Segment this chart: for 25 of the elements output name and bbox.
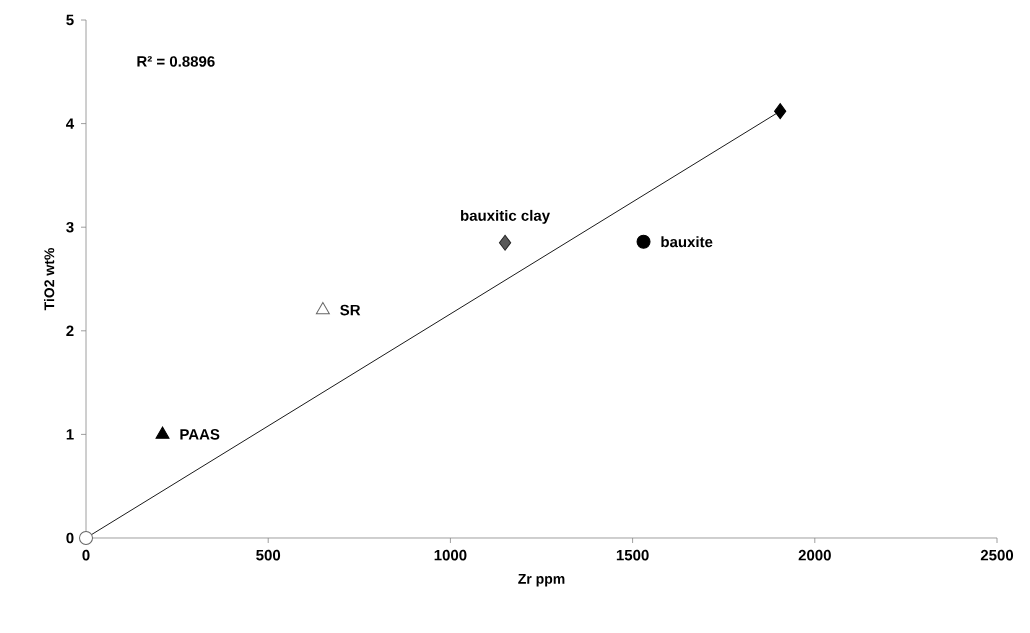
x-tick-label: 500 xyxy=(256,549,281,561)
x-tick-label: 1000 xyxy=(434,549,467,561)
y-tick-label: 5 xyxy=(66,14,74,26)
point xyxy=(498,234,512,251)
point xyxy=(79,531,94,545)
y-tick-label: 4 xyxy=(66,118,75,129)
series-label: SR xyxy=(340,304,361,316)
y-tick-label: 0 xyxy=(66,532,74,544)
x-tick-label: 0 xyxy=(82,549,90,561)
y-tick-label: 2 xyxy=(66,325,74,337)
y-tick-label: 1 xyxy=(66,429,74,440)
point xyxy=(636,234,651,249)
x-tick-label: 2000 xyxy=(798,549,831,561)
point xyxy=(315,302,330,315)
series-label: PAAS xyxy=(180,429,220,440)
point xyxy=(155,426,170,439)
y-axis-title: TiO2 wt% xyxy=(43,248,55,311)
x-tick-label: 1500 xyxy=(616,549,649,561)
series-label: bauxite xyxy=(661,236,713,248)
x-axis-title: Zr ppm xyxy=(518,574,565,587)
point xyxy=(774,103,787,120)
x-tick-label: 2500 xyxy=(980,549,1014,561)
annotation: R² = 0.8896 xyxy=(137,56,215,67)
series-label: bauxitic clay xyxy=(461,209,550,224)
y-tick-label: 3 xyxy=(66,221,74,233)
